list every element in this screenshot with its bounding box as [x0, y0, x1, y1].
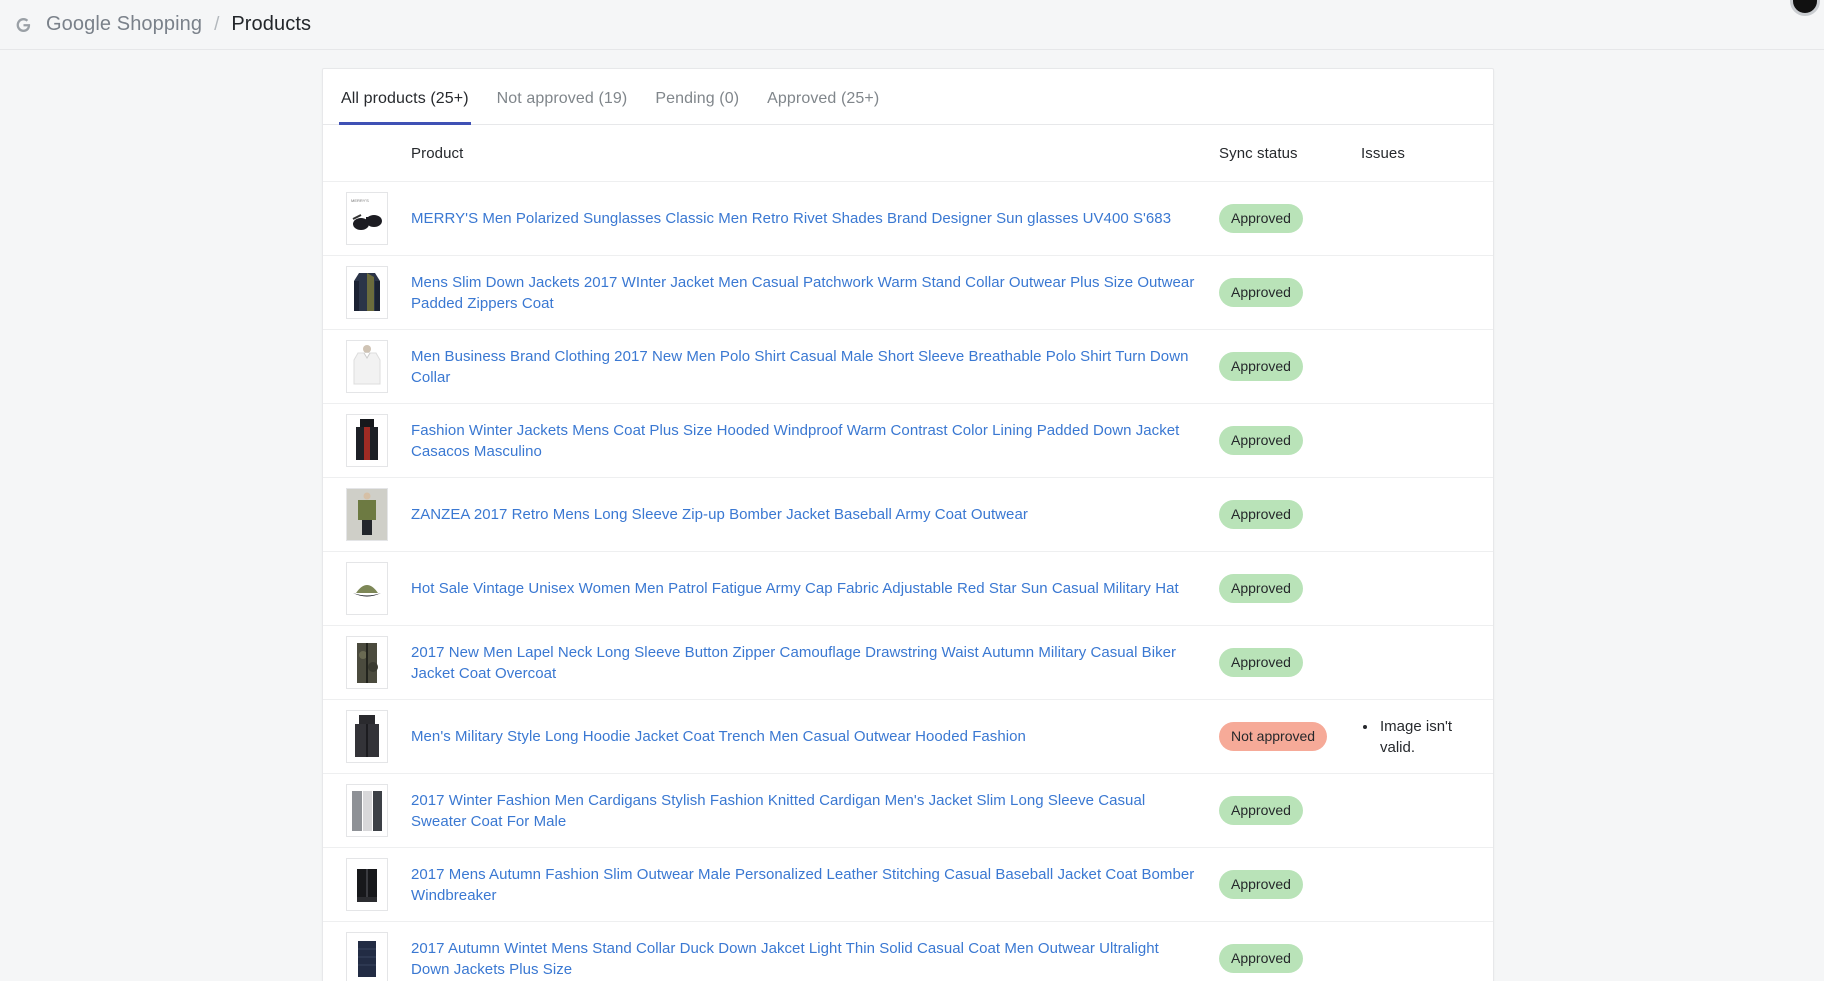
table-row: Fashion Winter Jackets Mens Coat Plus Si…	[323, 403, 1493, 477]
product-title-link[interactable]: Fashion Winter Jackets Mens Coat Plus Si…	[411, 421, 1180, 460]
table-row: Men Business Brand Clothing 2017 New Men…	[323, 329, 1493, 403]
product-title-link[interactable]: ZANZEA 2017 Retro Mens Long Sleeve Zip-u…	[411, 506, 1028, 523]
product-thumbnail-image[interactable]	[346, 858, 388, 911]
top-header-bar: Google Shopping / Products	[0, 0, 1824, 50]
table-row: Mens Slim Down Jackets 2017 WInter Jacke…	[323, 255, 1493, 329]
product-title-link[interactable]: Men Business Brand Clothing 2017 New Men…	[411, 347, 1189, 386]
status-badge: Approved	[1219, 204, 1303, 233]
product-thumbnail-cell	[323, 562, 411, 615]
column-header-sync-status: Sync status	[1219, 144, 1298, 162]
table-header-row: Product Sync status Issues	[323, 125, 1493, 181]
svg-text:MERRY'S: MERRY'S	[351, 198, 369, 203]
sync-status-cell: Approved	[1219, 944, 1361, 973]
product-thumbnail-cell	[323, 488, 411, 541]
status-badge: Approved	[1219, 278, 1303, 307]
column-header-product: Product	[411, 144, 464, 162]
product-thumbnail-cell	[323, 710, 411, 763]
tab-pending[interactable]: Pending (0)	[655, 90, 740, 107]
status-badge: Approved	[1219, 352, 1303, 381]
product-thumbnail-image[interactable]	[346, 710, 388, 763]
tab-all-products[interactable]: All products (25+)	[339, 90, 471, 125]
status-badge: Approved	[1219, 500, 1303, 529]
sync-status-cell: Approved	[1219, 352, 1361, 381]
column-header-issues: Issues	[1361, 144, 1405, 162]
product-title-link[interactable]: MERRY'S Men Polarized Sunglasses Classic…	[411, 210, 1172, 227]
table-row: 2017 Mens Autumn Fashion Slim Outwear Ma…	[323, 847, 1493, 921]
page-title: Products	[231, 13, 312, 35]
status-badge: Approved	[1219, 648, 1303, 677]
issues-cell: Image isn't valid.	[1361, 716, 1471, 758]
sync-status-cell: Approved	[1219, 574, 1361, 603]
status-badge: Approved	[1219, 870, 1303, 899]
product-thumbnail-image[interactable]	[346, 636, 388, 689]
product-title-link[interactable]: Hot Sale Vintage Unisex Women Men Patrol…	[411, 580, 1179, 597]
sync-status-cell: Approved	[1219, 648, 1361, 677]
sync-status-cell: Not approved	[1219, 722, 1361, 751]
sync-status-cell: Approved	[1219, 500, 1361, 529]
table-row: 2017 New Men Lapel Neck Long Sleeve Butt…	[323, 625, 1493, 699]
product-thumbnail-cell	[323, 636, 411, 689]
breadcrumb-separator: /	[214, 13, 220, 35]
product-thumbnail-cell	[323, 784, 411, 837]
product-thumbnail-cell	[323, 340, 411, 393]
table-row: ZANZEA 2017 Retro Mens Long Sleeve Zip-u…	[323, 477, 1493, 551]
tab-approved[interactable]: Approved (25+)	[767, 90, 880, 107]
product-title-link[interactable]: 2017 Mens Autumn Fashion Slim Outwear Ma…	[411, 865, 1195, 904]
page-body: All products (25+) Not approved (19) Pen…	[0, 50, 1824, 981]
product-thumbnail-cell	[323, 266, 411, 319]
issue-item: Image isn't valid.	[1378, 716, 1471, 758]
cursor-indicator	[1790, 0, 1820, 16]
sync-status-cell: Approved	[1219, 870, 1361, 899]
table-row: MERRY'S MERRY'S Men Polarized Sunglasses …	[323, 181, 1493, 255]
status-badge: Approved	[1219, 426, 1303, 455]
breadcrumb-root[interactable]: Google Shopping	[46, 13, 203, 35]
status-badge: Approved	[1219, 796, 1303, 825]
product-thumbnail-cell	[323, 858, 411, 911]
product-thumbnail-image[interactable]	[346, 932, 388, 981]
product-title-link[interactable]: Mens Slim Down Jackets 2017 WInter Jacke…	[411, 273, 1195, 312]
sync-status-cell: Approved	[1219, 204, 1361, 233]
product-thumbnail-image[interactable]	[346, 488, 388, 541]
status-badge: Not approved	[1219, 722, 1328, 751]
product-thumbnail-image[interactable]	[346, 784, 388, 837]
product-thumbnail-image[interactable]	[346, 562, 388, 615]
product-thumbnail-cell	[323, 932, 411, 981]
product-thumbnail-image[interactable]: MERRY'S	[346, 192, 388, 245]
tab-not-approved[interactable]: Not approved (19)	[496, 90, 628, 107]
table-row: 2017 Autumn Wintet Mens Stand Collar Duc…	[323, 921, 1493, 981]
table-row: 2017 Winter Fashion Men Cardigans Stylis…	[323, 773, 1493, 847]
product-title-link[interactable]: 2017 Autumn Wintet Mens Stand Collar Duc…	[411, 939, 1159, 978]
table-row: Hot Sale Vintage Unisex Women Men Patrol…	[323, 551, 1493, 625]
product-title-link[interactable]: 2017 Winter Fashion Men Cardigans Stylis…	[411, 791, 1146, 830]
product-thumbnail-image[interactable]	[346, 266, 388, 319]
product-thumbnail-cell: MERRY'S	[323, 192, 411, 245]
product-thumbnail-image[interactable]	[346, 340, 388, 393]
tab-bar: All products (25+) Not approved (19) Pen…	[323, 69, 1493, 125]
product-title-link[interactable]: 2017 New Men Lapel Neck Long Sleeve Butt…	[411, 643, 1177, 682]
google-g-icon	[10, 12, 36, 38]
product-thumbnail-cell	[323, 414, 411, 467]
product-table-body: MERRY'S MERRY'S Men Polarized Sunglasses …	[323, 181, 1493, 981]
sync-status-cell: Approved	[1219, 796, 1361, 825]
status-badge: Approved	[1219, 944, 1303, 973]
table-row: Men's Military Style Long Hoodie Jacket …	[323, 699, 1493, 773]
products-card: All products (25+) Not approved (19) Pen…	[322, 68, 1494, 981]
product-title-link[interactable]: Men's Military Style Long Hoodie Jacket …	[411, 728, 1026, 745]
status-badge: Approved	[1219, 574, 1303, 603]
sync-status-cell: Approved	[1219, 426, 1361, 455]
sync-status-cell: Approved	[1219, 278, 1361, 307]
product-thumbnail-image[interactable]	[346, 414, 388, 467]
